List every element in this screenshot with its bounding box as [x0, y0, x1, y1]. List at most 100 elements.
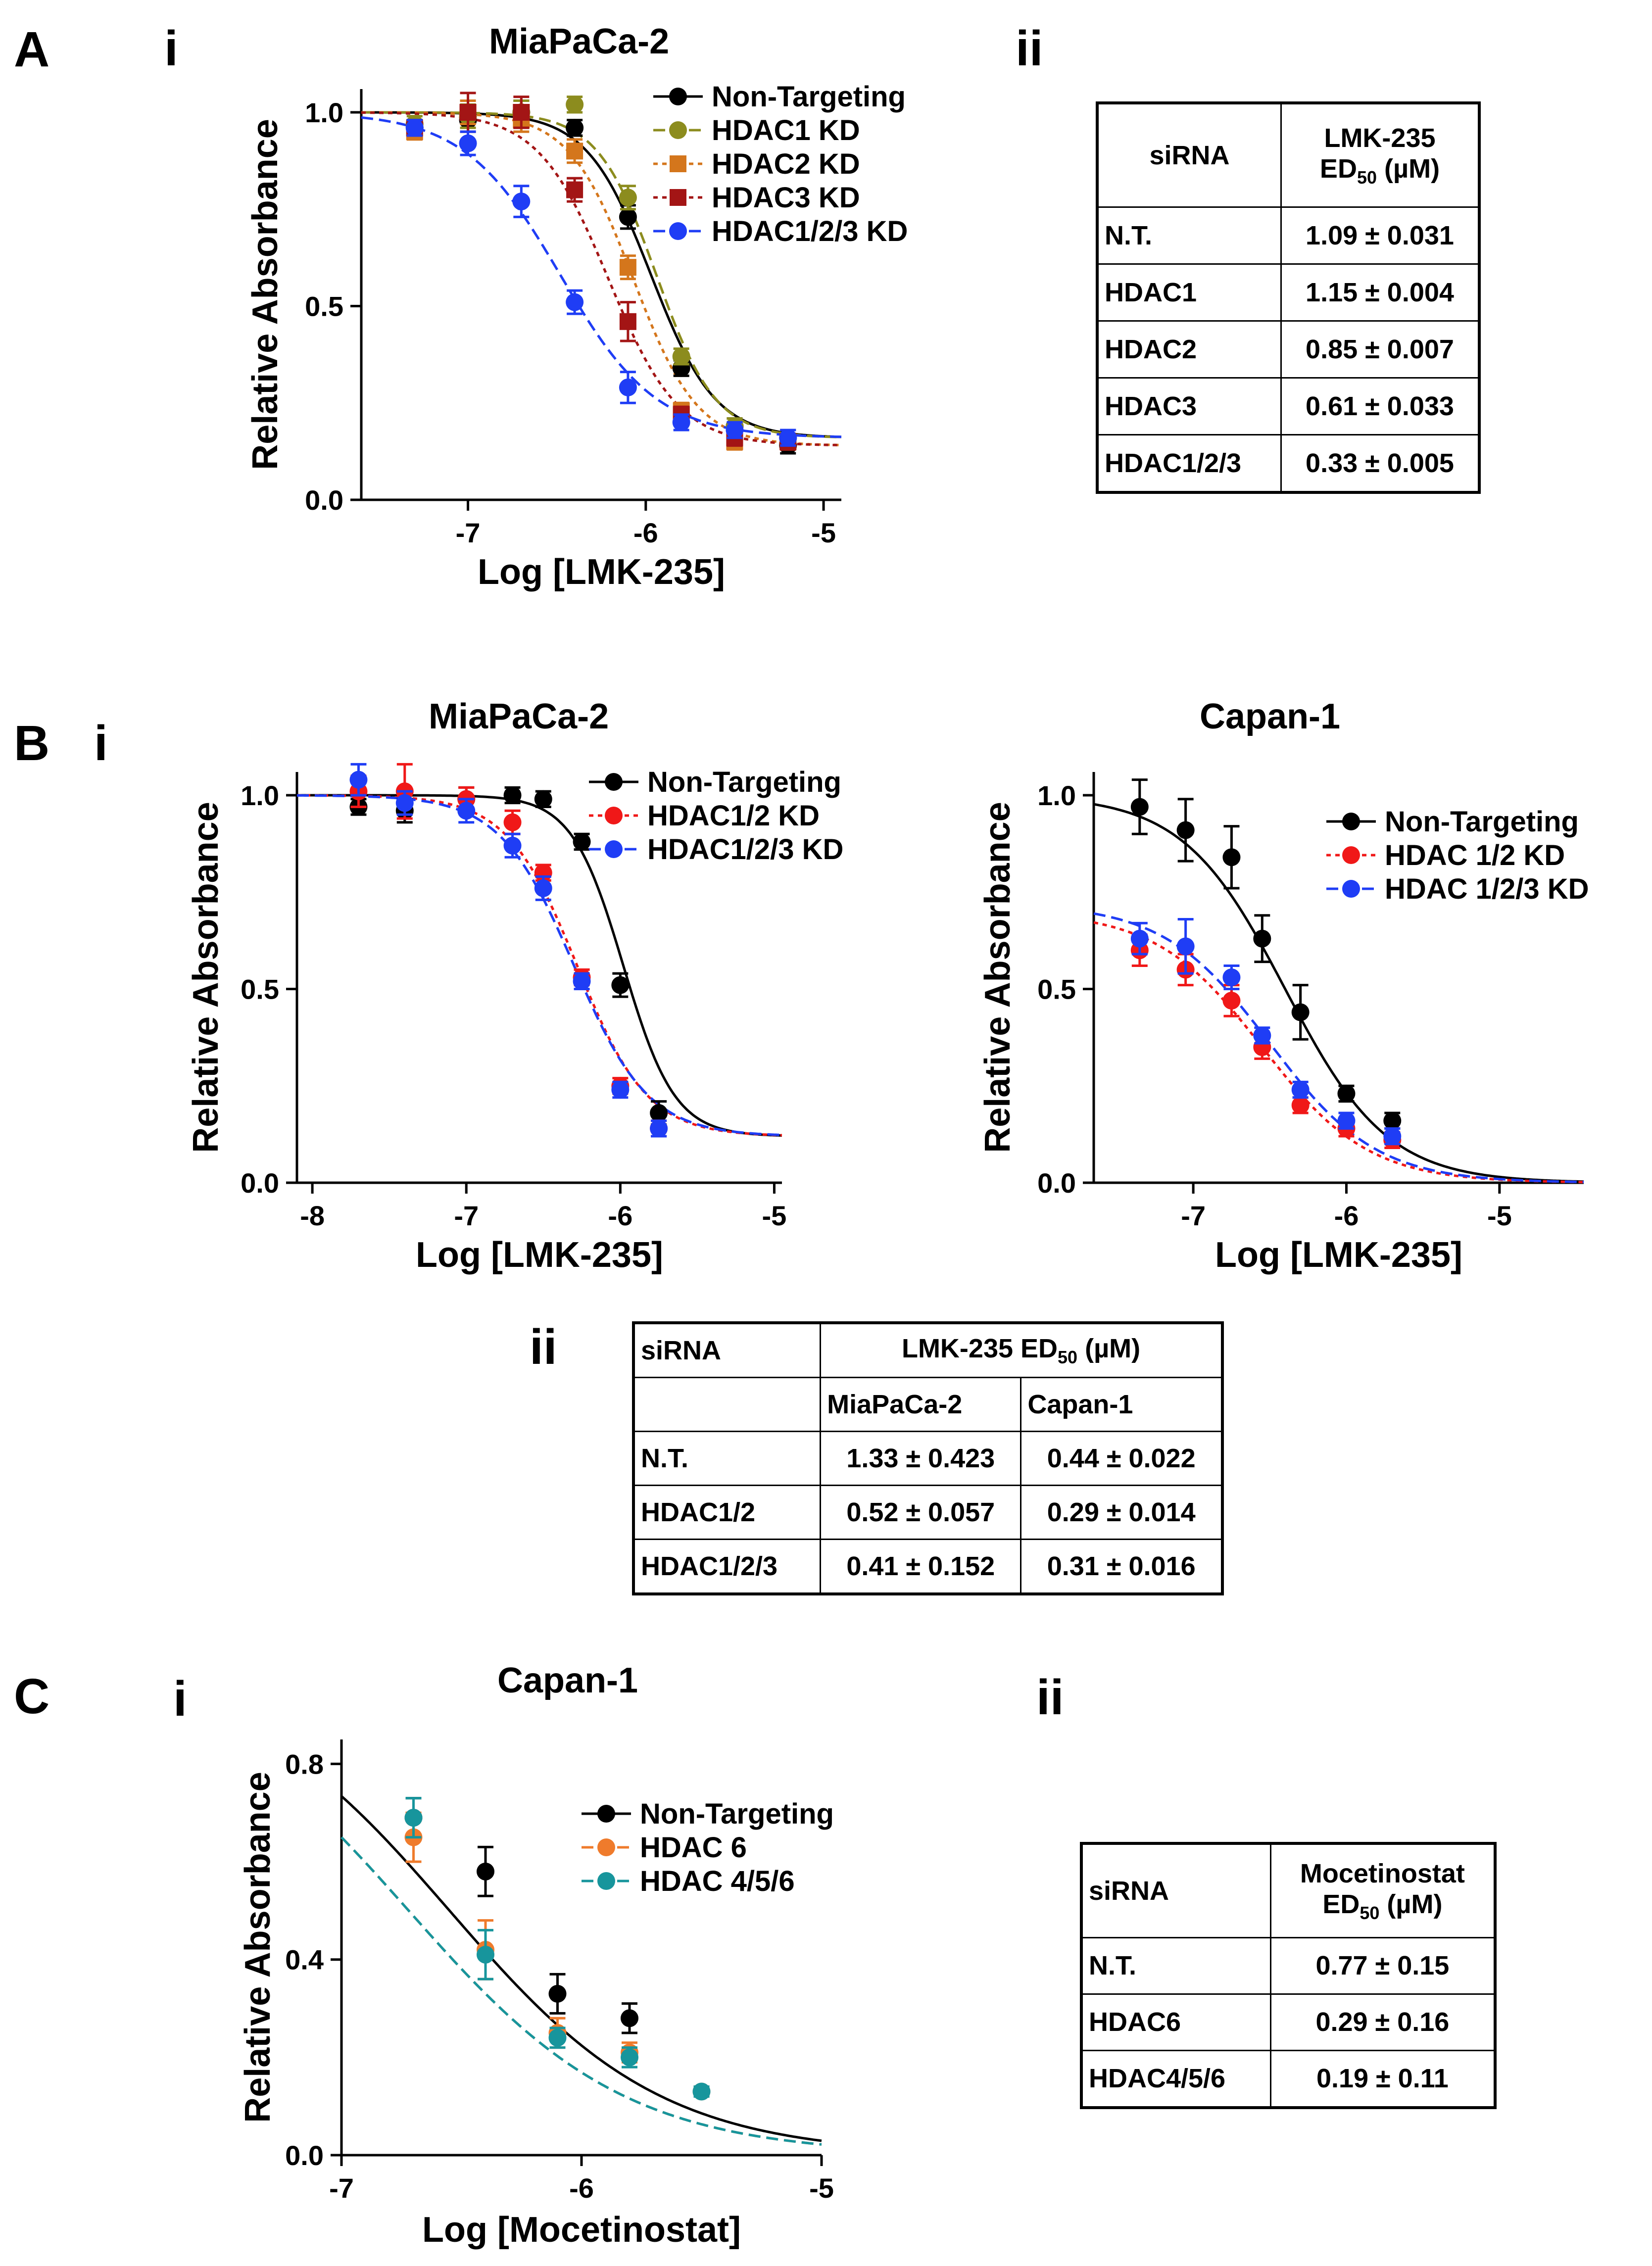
table-a-header-unit: (µM) — [1376, 154, 1440, 184]
data-point-hdac1-2-3-kd — [395, 794, 414, 812]
panel-c-sub-i: i — [173, 1671, 187, 1727]
data-point-non-targeting — [1291, 1003, 1310, 1021]
data-point-hdac1-2-3-kd — [503, 836, 522, 855]
table-c-header-compound: Mocetinostat — [1300, 1859, 1465, 1889]
table-row: HDAC1/2 0.52 ± 0.057 0.29 ± 0.014 — [632, 1485, 1223, 1540]
legend-marker — [597, 1838, 615, 1856]
table-a-sirna: HDAC2 — [1096, 320, 1282, 379]
data-point-hdac1-2-3-kd — [534, 879, 552, 897]
y-tick-label: 0.4 — [285, 1944, 324, 1976]
table-c-header-ed50: Mocetinostat ED50 (µM) — [1269, 1842, 1496, 1938]
data-point-hdac1-2-3-kd — [779, 429, 797, 447]
y-tick-label: 0.0 — [305, 484, 343, 516]
data-point-non-targeting — [1337, 1084, 1356, 1103]
table-row: HDAC2 0.85 ± 0.007 — [1096, 320, 1480, 379]
table-a-sirna: HDAC3 — [1096, 377, 1282, 435]
data-point-non-targeting — [1222, 848, 1241, 867]
table-row: N.T. 1.09 ± 0.031 — [1096, 206, 1480, 265]
data-point-hdac-1-2-3-kd — [1291, 1081, 1310, 1099]
data-point-hdac1-2-3-kd — [512, 193, 531, 211]
legend-marker — [605, 807, 623, 824]
data-point-hdac2-kd — [619, 259, 636, 276]
data-point-hdac-1-2-kd — [1222, 991, 1241, 1010]
data-point-non-targeting — [534, 790, 552, 808]
data-point-non-targeting — [650, 1104, 668, 1122]
ed50-table-c: siRNA Mocetinostat ED50 (µM) N.T. 0.77 ± … — [1080, 1842, 1497, 2109]
legend-label: Non-Targeting — [1385, 806, 1579, 838]
legend-marker — [669, 88, 687, 105]
data-point-hdac1-2-3-kd — [405, 119, 424, 137]
data-point-hdac3-kd — [459, 103, 477, 121]
x-tick-label: -6 — [633, 517, 658, 548]
legend-label: Non-Targeting — [712, 81, 906, 113]
chart-a: 0.0 0.5 1.0 -7 -6 -5 Log [LMK-235] Relative Abs… — [245, 81, 908, 592]
legend-marker — [605, 773, 623, 791]
table-row: N.T. 0.77 ± 0.15 — [1080, 1937, 1496, 1995]
y-tick-label: 0.0 — [285, 2140, 324, 2171]
data-point-non-targeting — [1383, 1111, 1402, 1130]
legend-label: HDAC 1/2 KD — [1385, 839, 1565, 871]
data-point-hdac-1-2-3-kd — [1222, 968, 1241, 986]
y-tick-label: 0.0 — [241, 1167, 279, 1199]
table-a-value: 0.61 ± 0.033 — [1280, 377, 1480, 435]
table-b-capan: 0.29 ± 0.014 — [1020, 1485, 1223, 1540]
legend-label: HDAC1/2/3 KD — [712, 215, 908, 247]
legend-marker — [1342, 813, 1360, 830]
table-row: N.T. 1.33 ± 0.423 0.44 ± 0.022 — [632, 1431, 1223, 1486]
data-point-non-targeting — [477, 1862, 494, 1880]
data-point-hdac3-kd — [513, 103, 530, 121]
table-row: HDAC1/2/3 0.41 ± 0.152 0.31 ± 0.016 — [632, 1539, 1223, 1595]
data-point-non-targeting — [566, 119, 584, 137]
data-point-hdac1-2-kd — [503, 813, 522, 831]
data-point-hdac3-kd — [566, 181, 583, 198]
legend-marker — [669, 222, 687, 240]
table-b-mia: 0.52 ± 0.057 — [820, 1485, 1022, 1540]
fit-curve-non-targeting — [340, 1795, 822, 2142]
data-point-hdac1-2-3-kd — [672, 413, 690, 432]
legend-marker — [670, 189, 686, 206]
table-c-header-sub: 50 — [1360, 1903, 1380, 1924]
legend-marker — [605, 840, 623, 858]
chart-c: 0.0 0.4 0.8 -7 -6 -5 Log [Mocetinostat] Relativ… — [238, 1739, 834, 2250]
legend-label: HDAC 4/5/6 — [640, 1865, 795, 1897]
table-b-header-unit: (µM) — [1077, 1334, 1141, 1364]
table-c-header-ed: ED — [1322, 1889, 1360, 1920]
table-b-sirna: HDAC1/2 — [632, 1485, 822, 1540]
y-tick-label: 0.5 — [1037, 973, 1076, 1005]
fit-curve-hdac3-kd — [361, 111, 842, 446]
table-a-sirna: HDAC1/2/3 — [1096, 434, 1282, 493]
data-point-non-targeting — [1130, 798, 1149, 816]
y-tick-label: 1.0 — [1037, 780, 1076, 811]
y-tick-label: 1.0 — [305, 97, 343, 128]
y-tick-label: 0.5 — [305, 290, 343, 322]
data-point-hdac1-2-3-kd — [459, 134, 477, 152]
data-point-hdac-1-2-3-kd — [1337, 1111, 1356, 1130]
legend-marker — [669, 121, 687, 139]
ed50-table-a: siRNA LMK-235 ED50 (µM) N.T. 1.09 ± 0.031… — [1096, 101, 1481, 494]
chart-c-title: Capan-1 — [497, 1661, 638, 1700]
table-b-mia: 1.33 ± 0.423 — [820, 1431, 1022, 1486]
x-axis-label: Log [LMK-235] — [416, 1235, 663, 1275]
legend-marker — [597, 1872, 615, 1890]
x-tick-label: -7 — [456, 517, 481, 548]
fit-curve-non-targeting — [1093, 803, 1584, 1183]
x-tick-label: -7 — [1181, 1200, 1206, 1231]
chart-b-left: 0.0 0.5 1.0 -8 -7 -6 -5 Log [LMK-235] Relative A… — [186, 763, 843, 1275]
table-c-header-sirna: siRNA — [1080, 1842, 1271, 1938]
y-tick-label: 1.0 — [241, 780, 279, 811]
data-point-hdac1-2-3-kd — [611, 1081, 630, 1099]
panel-b-sub-i: i — [94, 716, 108, 771]
table-b-mia: 0.41 ± 0.152 — [820, 1539, 1022, 1595]
table-c-value: 0.77 ± 0.15 — [1269, 1937, 1496, 1995]
ed50-table-b: siRNA LMK-235 ED50 (µM) MiaPaCa-2 Capan-… — [632, 1321, 1224, 1595]
table-b-header-prefix: LMK-235 ED — [901, 1334, 1058, 1364]
fit-curve-hdac-1-2-3-kd — [1093, 912, 1584, 1183]
table-a-header-compound: LMK-235 — [1324, 123, 1436, 153]
panel-a-sub-i: i — [164, 21, 178, 76]
table-b-subheader-capan: Capan-1 — [1020, 1377, 1223, 1432]
table-a-value: 1.09 ± 0.031 — [1280, 206, 1480, 265]
data-point-hdac-1-2-kd — [1291, 1096, 1310, 1114]
legend-label: HDAC1 KD — [712, 114, 860, 146]
data-point-hdac-1-2-3-kd — [1253, 1026, 1271, 1045]
table-a-header-sub: 50 — [1357, 167, 1377, 188]
